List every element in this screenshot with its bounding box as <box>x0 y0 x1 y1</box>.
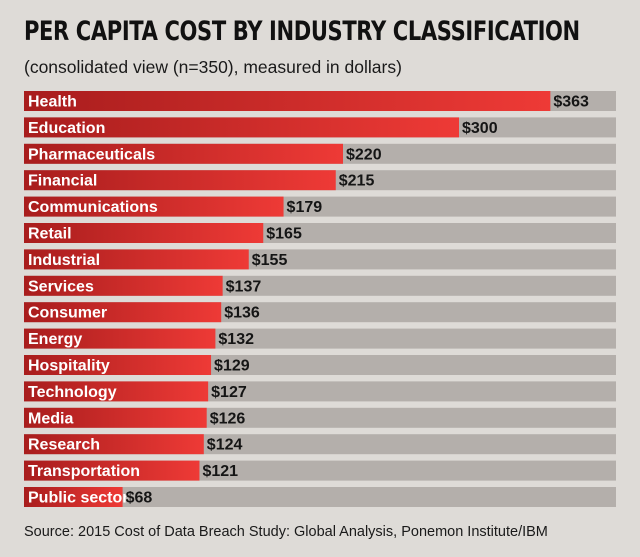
category-label-technology: Technology <box>28 384 117 401</box>
value-label-public-sector: $68 <box>126 490 153 507</box>
bar-technology <box>24 381 209 402</box>
value-label-transportation: $121 <box>202 463 238 480</box>
value-label-pharmaceuticals: $220 <box>346 146 382 163</box>
category-label-transportation: Transportation <box>28 463 140 480</box>
value-label-media: $126 <box>210 410 246 427</box>
value-label-research: $124 <box>207 437 243 454</box>
category-label-communications: Communications <box>28 199 158 216</box>
value-label-hospitality: $129 <box>214 358 250 375</box>
category-label-energy: Energy <box>28 331 82 348</box>
category-label-industrial: Industrial <box>28 252 100 269</box>
bar-retail <box>24 223 264 243</box>
value-label-technology: $127 <box>211 384 247 401</box>
bar-energy <box>24 328 216 349</box>
source-note: Source: 2015 Cost of Data Breach Study: … <box>24 524 548 540</box>
value-label-energy: $132 <box>218 331 254 348</box>
value-label-retail: $165 <box>266 226 302 243</box>
value-label-services: $137 <box>226 278 262 295</box>
category-label-public-sector: Public sector <box>28 490 128 507</box>
bar-communications <box>24 196 284 217</box>
bar-transportation <box>24 460 200 481</box>
chart-title: PER CAPITA COST BY INDUSTRY CLASSIFICATI… <box>24 16 580 47</box>
category-label-services: Services <box>28 278 94 295</box>
bar-pharmaceuticals <box>24 143 343 164</box>
bar-services <box>24 275 223 296</box>
category-label-pharmaceuticals: Pharmaceuticals <box>28 146 155 163</box>
bar-research <box>24 434 204 455</box>
value-label-financial: $215 <box>339 173 375 190</box>
bar-public-sector <box>24 487 123 507</box>
bar-track-public-sector <box>24 487 616 507</box>
category-label-consumer: Consumer <box>28 305 107 322</box>
bar-financial <box>24 170 336 191</box>
bar-health <box>24 91 551 111</box>
value-label-education: $300 <box>462 120 498 137</box>
category-label-hospitality: Hospitality <box>28 358 110 375</box>
chart-subtitle: (consolidated view (n=350), measured in … <box>24 57 402 77</box>
category-label-retail: Retail <box>28 226 72 243</box>
value-label-consumer: $136 <box>224 305 260 322</box>
category-label-health: Health <box>28 94 77 111</box>
value-label-communications: $179 <box>287 199 323 216</box>
bar-industrial <box>24 249 249 270</box>
value-label-health: $363 <box>553 94 589 111</box>
bars-group: Health $363 Education $300 Pharmaceuticals $2… <box>24 91 616 507</box>
bar-hospitality <box>24 355 212 375</box>
bar-education <box>24 117 459 138</box>
category-label-research: Research <box>28 437 100 454</box>
category-label-financial: Financial <box>28 173 97 190</box>
value-label-industrial: $155 <box>252 252 288 269</box>
bar-media <box>24 407 207 428</box>
bar-consumer <box>24 302 222 323</box>
category-label-media: Media <box>28 410 73 427</box>
category-label-education: Education <box>28 120 105 137</box>
